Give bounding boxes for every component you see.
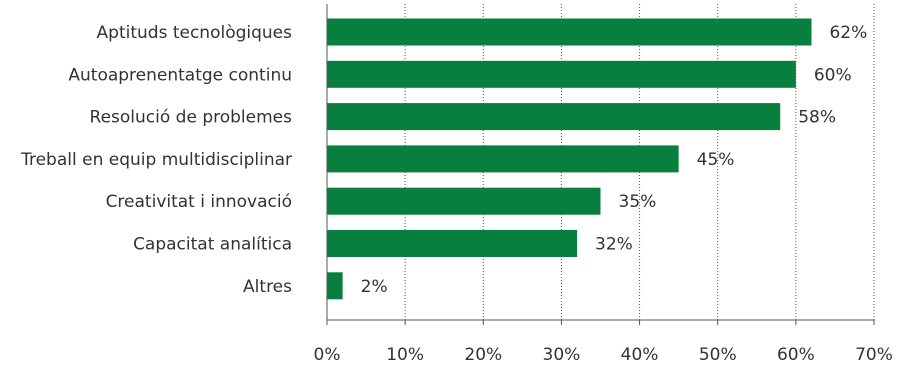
value-label: 45% (697, 150, 735, 170)
bars (327, 18, 812, 300)
category-label: Treball en equip multidisciplinar (20, 150, 292, 170)
category-label: Altres (243, 277, 292, 297)
value-label: 2% (361, 277, 388, 297)
value-label: 58% (798, 108, 836, 128)
bar (327, 230, 578, 257)
x-tick-label: 0% (314, 345, 341, 365)
x-tick-label: 30% (543, 345, 581, 365)
bar (327, 18, 812, 46)
x-tick-label: 10% (386, 345, 424, 365)
axes (326, 4, 875, 325)
value-label: 60% (814, 65, 852, 85)
labels: 0% 10% 20% 30% 40% 50% 60% 70% Aptituds tecnològ… (20, 23, 893, 365)
category-label: Creativitat i innovació (106, 192, 292, 212)
category-label: Aptituds tecnològiques (97, 23, 293, 43)
bar (327, 60, 796, 88)
category-label: Capacitat analítica (133, 235, 292, 255)
x-tick-label: 20% (464, 345, 502, 365)
category-label: Autoaprenentatge continu (68, 65, 292, 85)
bar (327, 145, 679, 173)
bar (327, 272, 343, 300)
x-tick-label: 40% (621, 345, 659, 365)
value-label: 35% (619, 192, 657, 212)
bar (327, 103, 781, 131)
x-tick-label: 60% (777, 345, 815, 365)
x-tick-label: 70% (855, 345, 893, 365)
category-label: Resolució de problemes (90, 108, 293, 128)
x-tick-label: 50% (699, 345, 737, 365)
value-label: 32% (595, 235, 633, 255)
bar (327, 187, 601, 215)
value-label: 62% (829, 23, 867, 43)
